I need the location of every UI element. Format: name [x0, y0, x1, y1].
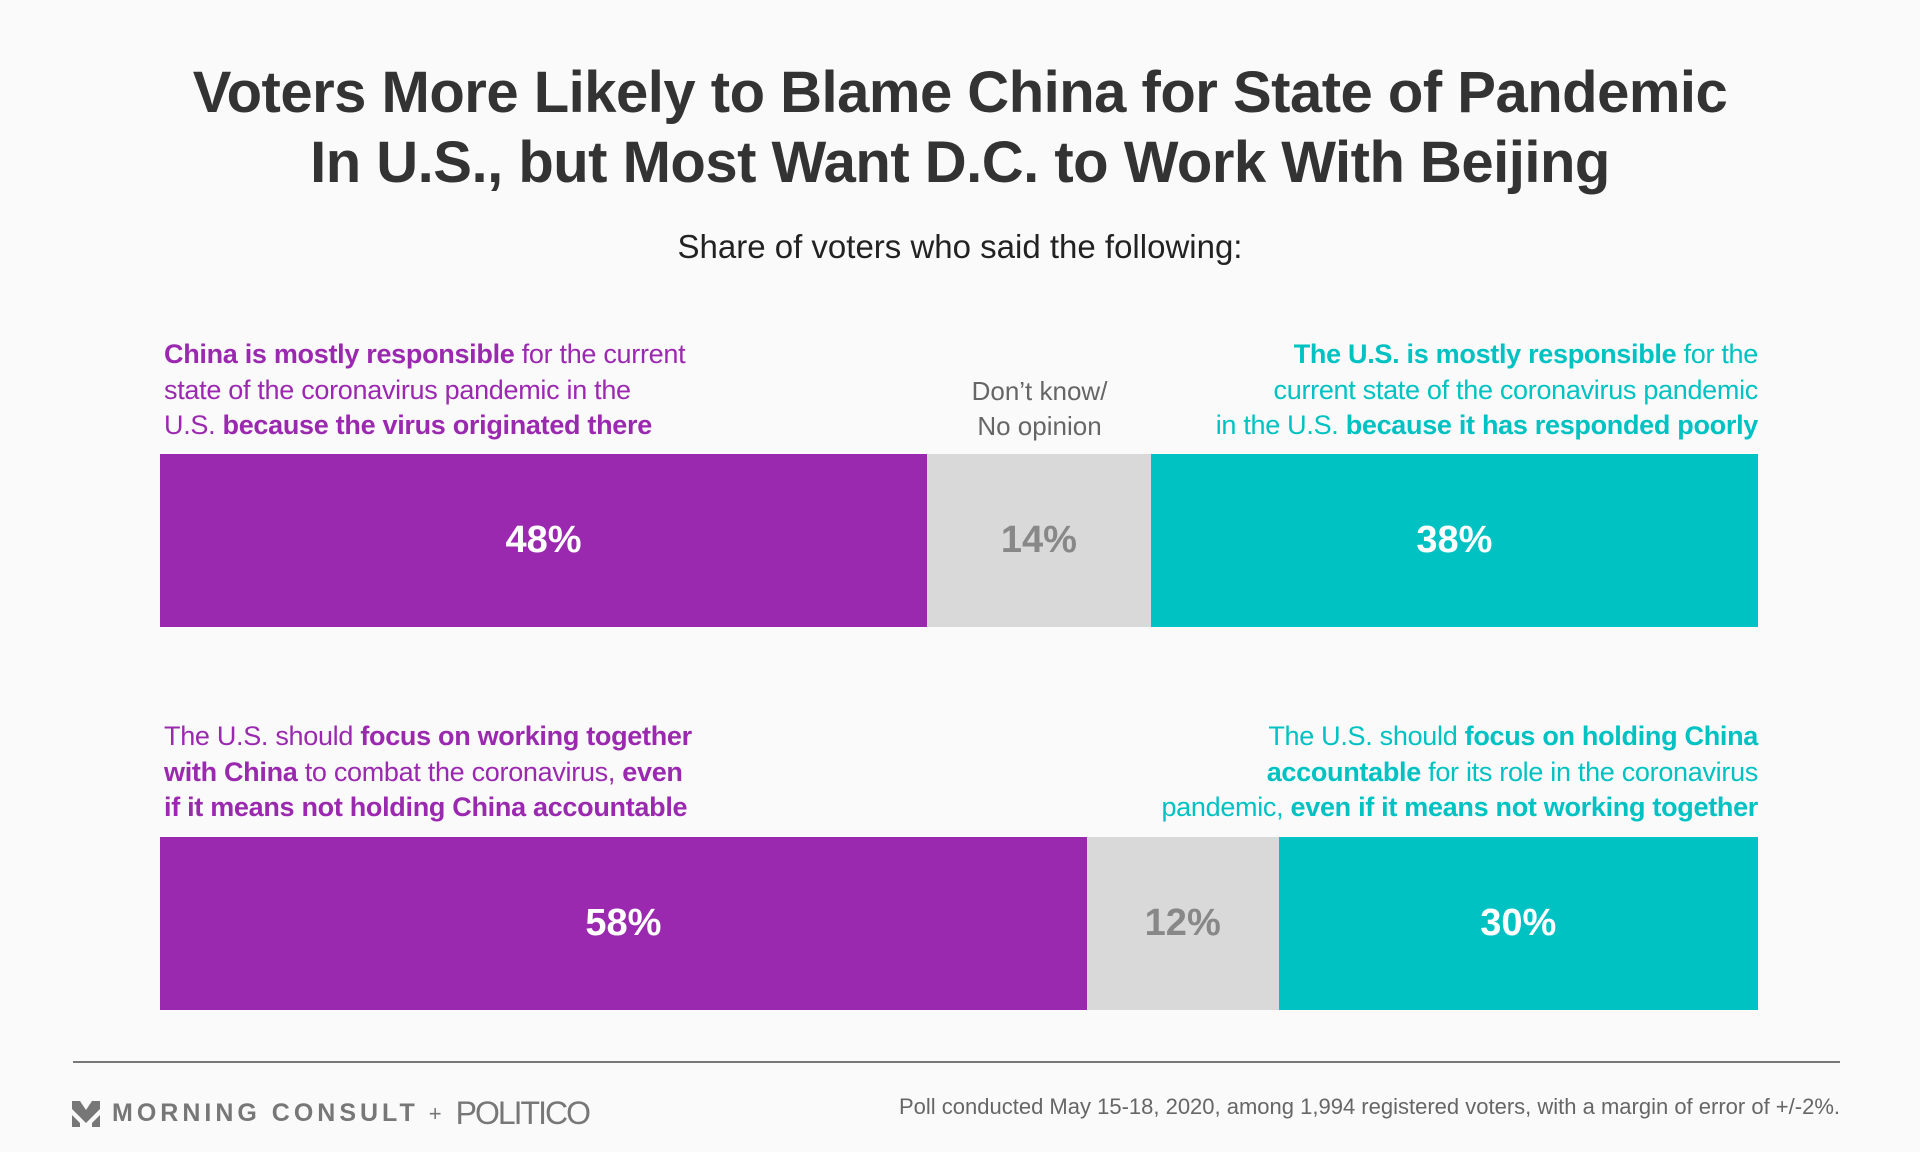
label-emphasis: if it means not holding China accountabl…: [164, 792, 688, 822]
dont-know-label: Don’t know/ No opinion: [928, 374, 1151, 444]
label-text: in the U.S.: [1215, 410, 1346, 440]
label-line: if it means not holding China accountabl…: [164, 790, 692, 826]
label-line: pandemic, even if it means not working t…: [1161, 790, 1758, 826]
label-emphasis: The U.S. is mostly responsible: [1293, 339, 1677, 369]
data-label: 12%: [1144, 902, 1221, 944]
data-label: 48%: [505, 519, 582, 561]
bar-segment-second: 30%: [1278, 837, 1758, 1010]
label-line: The U.S. should focus on working togethe…: [164, 719, 692, 755]
label-line: current state of the coronavirus pandemi…: [1216, 373, 1759, 409]
label-line: in the U.S. because it has responded poo…: [1215, 408, 1759, 444]
label-text: for the: [1676, 339, 1759, 369]
label-emphasis: because the virus originated there: [222, 410, 653, 440]
data-label: 58%: [585, 902, 662, 944]
footer-logos: MORNING CONSULT + POLITICO: [72, 1095, 591, 1132]
chart-subtitle: Share of voters who said the following:: [677, 228, 1243, 265]
label-line: with China to combat the coronavirus, ev…: [164, 755, 692, 791]
bar-segment-first: 48%: [160, 454, 928, 627]
data-label: 30%: [1480, 902, 1557, 944]
row-1-left-label: China is mostly responsible for the curr…: [164, 337, 686, 444]
dont-know-line-2: No opinion: [977, 411, 1102, 441]
bar-segment-first: 58%: [160, 837, 1087, 1010]
label-emphasis: focus on working together: [360, 721, 692, 751]
plus-sign: +: [428, 1100, 442, 1126]
label-text: to combat the coronavirus,: [297, 756, 623, 787]
politico-logo: POLITICO: [455, 1095, 591, 1131]
label-line: state of the coronavirus pandemic in the: [164, 373, 685, 409]
label-emphasis: accountable: [1266, 756, 1422, 787]
label-emphasis: because it has responded poorly: [1345, 410, 1759, 440]
footnote: Poll conducted May 15-18, 2020, among 1,…: [898, 1094, 1840, 1119]
morning-consult-logo-icon: [72, 1100, 100, 1127]
label-line: China is mostly responsible for the curr…: [164, 337, 686, 373]
data-label: 38%: [1416, 519, 1493, 561]
label-text: The U.S. should: [1268, 721, 1465, 751]
label-text: current state of the coronavirus pandemi…: [1273, 374, 1759, 405]
morning-consult-logo: MORNING CONSULT: [112, 1099, 419, 1127]
label-line: The U.S. should focus on holding China: [1161, 719, 1758, 755]
chart-title: Voters More Likely to Blame China for St…: [0, 58, 1920, 198]
data-label: 14%: [1000, 519, 1077, 561]
label-line: The U.S. is mostly responsible for the: [1216, 337, 1759, 373]
label-text: The U.S. should: [164, 721, 361, 751]
label-emphasis: even: [622, 756, 683, 787]
label-text: state of the coronavirus pandemic in the: [164, 374, 631, 405]
label-text: pandemic,: [1161, 792, 1291, 822]
label-text: for its role in the coronavirus: [1420, 756, 1758, 787]
label-emphasis: China is mostly responsible: [164, 339, 515, 369]
label-line: accountable for its role in the coronavi…: [1161, 755, 1759, 791]
title-line-2: In U.S., but Most Want D.C. to Work With…: [310, 130, 1610, 195]
label-emphasis: with China: [164, 756, 298, 787]
label-emphasis: even if it means not working together: [1290, 792, 1759, 822]
title-line-1: Voters More Likely to Blame China for St…: [192, 60, 1728, 125]
label-text: U.S.: [164, 410, 223, 440]
bar-segment-dont-know: 12%: [1086, 837, 1279, 1010]
label-line: U.S. because the virus originated there: [164, 408, 685, 444]
row-2-left-label: The U.S. should focus on working togethe…: [164, 719, 692, 826]
bar-row-1: 48% 14% 38%: [160, 454, 1758, 627]
label-text: for the current: [514, 339, 686, 369]
label-emphasis: focus on holding China: [1464, 721, 1759, 751]
bar-segment-second: 38%: [1150, 454, 1758, 627]
bar-segment-dont-know: 14%: [927, 454, 1151, 627]
footer-divider: [73, 1061, 1840, 1063]
row-2-right-label: The U.S. should focus on holding China ac…: [1161, 719, 1758, 826]
bar-row-2: 58% 12% 30%: [160, 837, 1758, 1010]
row-1-right-label: The U.S. is mostly responsible for the cu…: [1215, 337, 1759, 444]
dont-know-line-1: Don’t know/: [971, 376, 1108, 406]
